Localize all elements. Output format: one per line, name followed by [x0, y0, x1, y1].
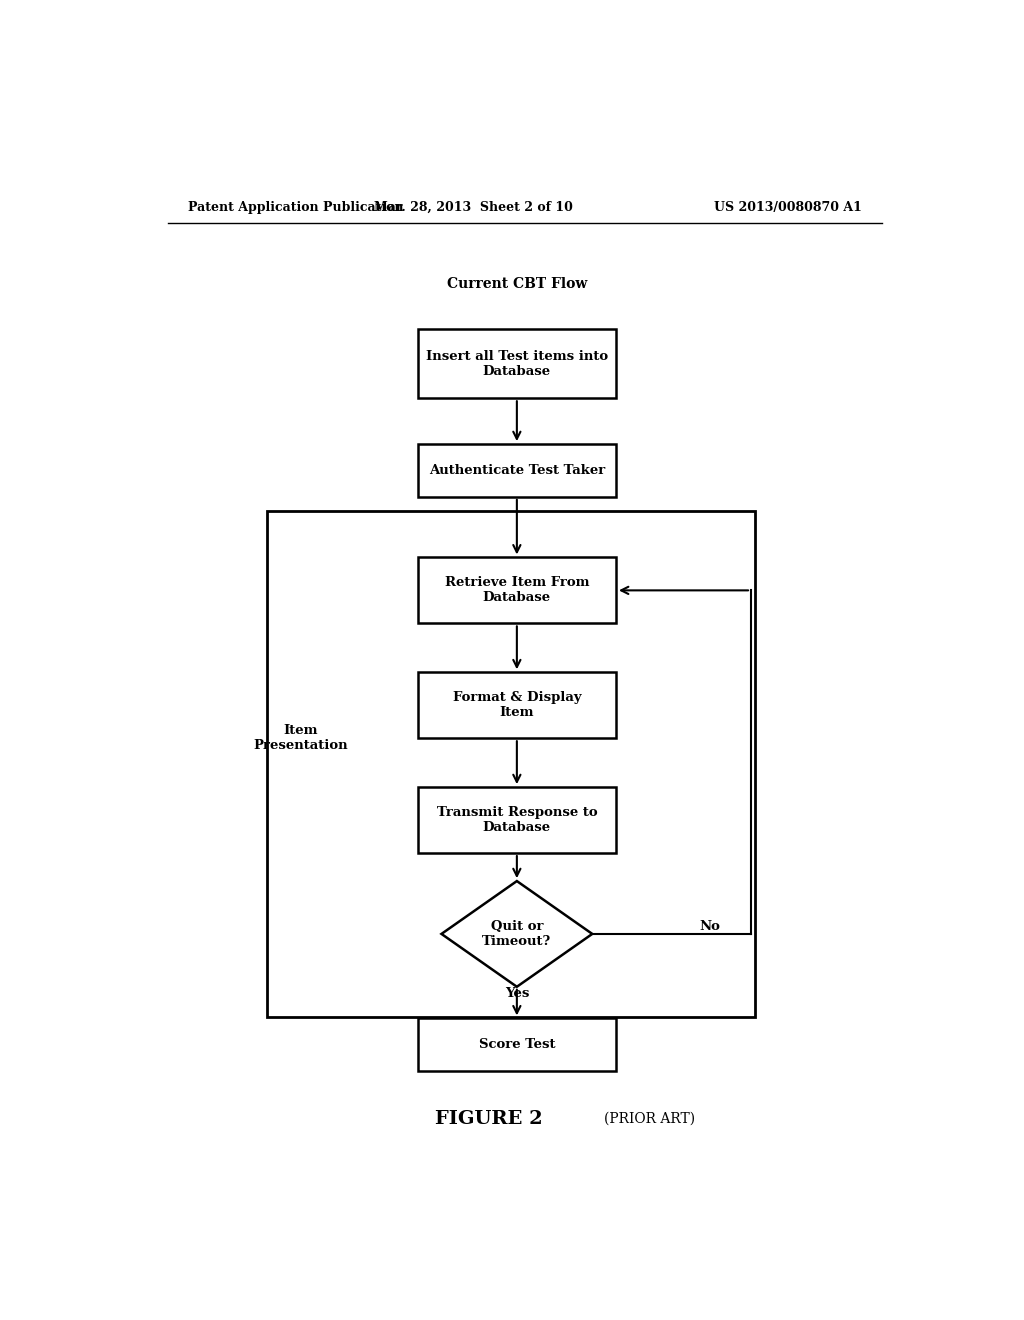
- Text: Format & Display
Item: Format & Display Item: [453, 692, 582, 719]
- Text: Quit or
Timeout?: Quit or Timeout?: [482, 920, 552, 948]
- Bar: [418, 444, 616, 496]
- Text: Item
Presentation: Item Presentation: [254, 723, 348, 752]
- Text: Insert all Test items into
Database: Insert all Test items into Database: [426, 350, 608, 378]
- Text: No: No: [699, 920, 720, 933]
- Text: Patent Application Publication: Patent Application Publication: [187, 201, 403, 214]
- Bar: [418, 787, 616, 853]
- Text: FIGURE 2: FIGURE 2: [435, 1110, 543, 1127]
- Bar: [418, 557, 616, 623]
- Bar: [418, 1018, 616, 1071]
- Text: Authenticate Test Taker: Authenticate Test Taker: [429, 463, 605, 477]
- Text: US 2013/0080870 A1: US 2013/0080870 A1: [714, 201, 862, 214]
- Bar: [267, 511, 755, 1018]
- Text: Transmit Response to
Database: Transmit Response to Database: [436, 807, 597, 834]
- Text: Current CBT Flow: Current CBT Flow: [446, 277, 587, 292]
- Bar: [418, 672, 616, 738]
- Text: (PRIOR ART): (PRIOR ART): [604, 1111, 695, 1126]
- Polygon shape: [441, 880, 592, 987]
- Bar: [418, 329, 616, 399]
- Text: Mar. 28, 2013  Sheet 2 of 10: Mar. 28, 2013 Sheet 2 of 10: [374, 201, 572, 214]
- Text: Retrieve Item From
Database: Retrieve Item From Database: [444, 577, 589, 605]
- Text: Score Test: Score Test: [478, 1039, 555, 1051]
- Text: Yes: Yes: [505, 987, 529, 1001]
